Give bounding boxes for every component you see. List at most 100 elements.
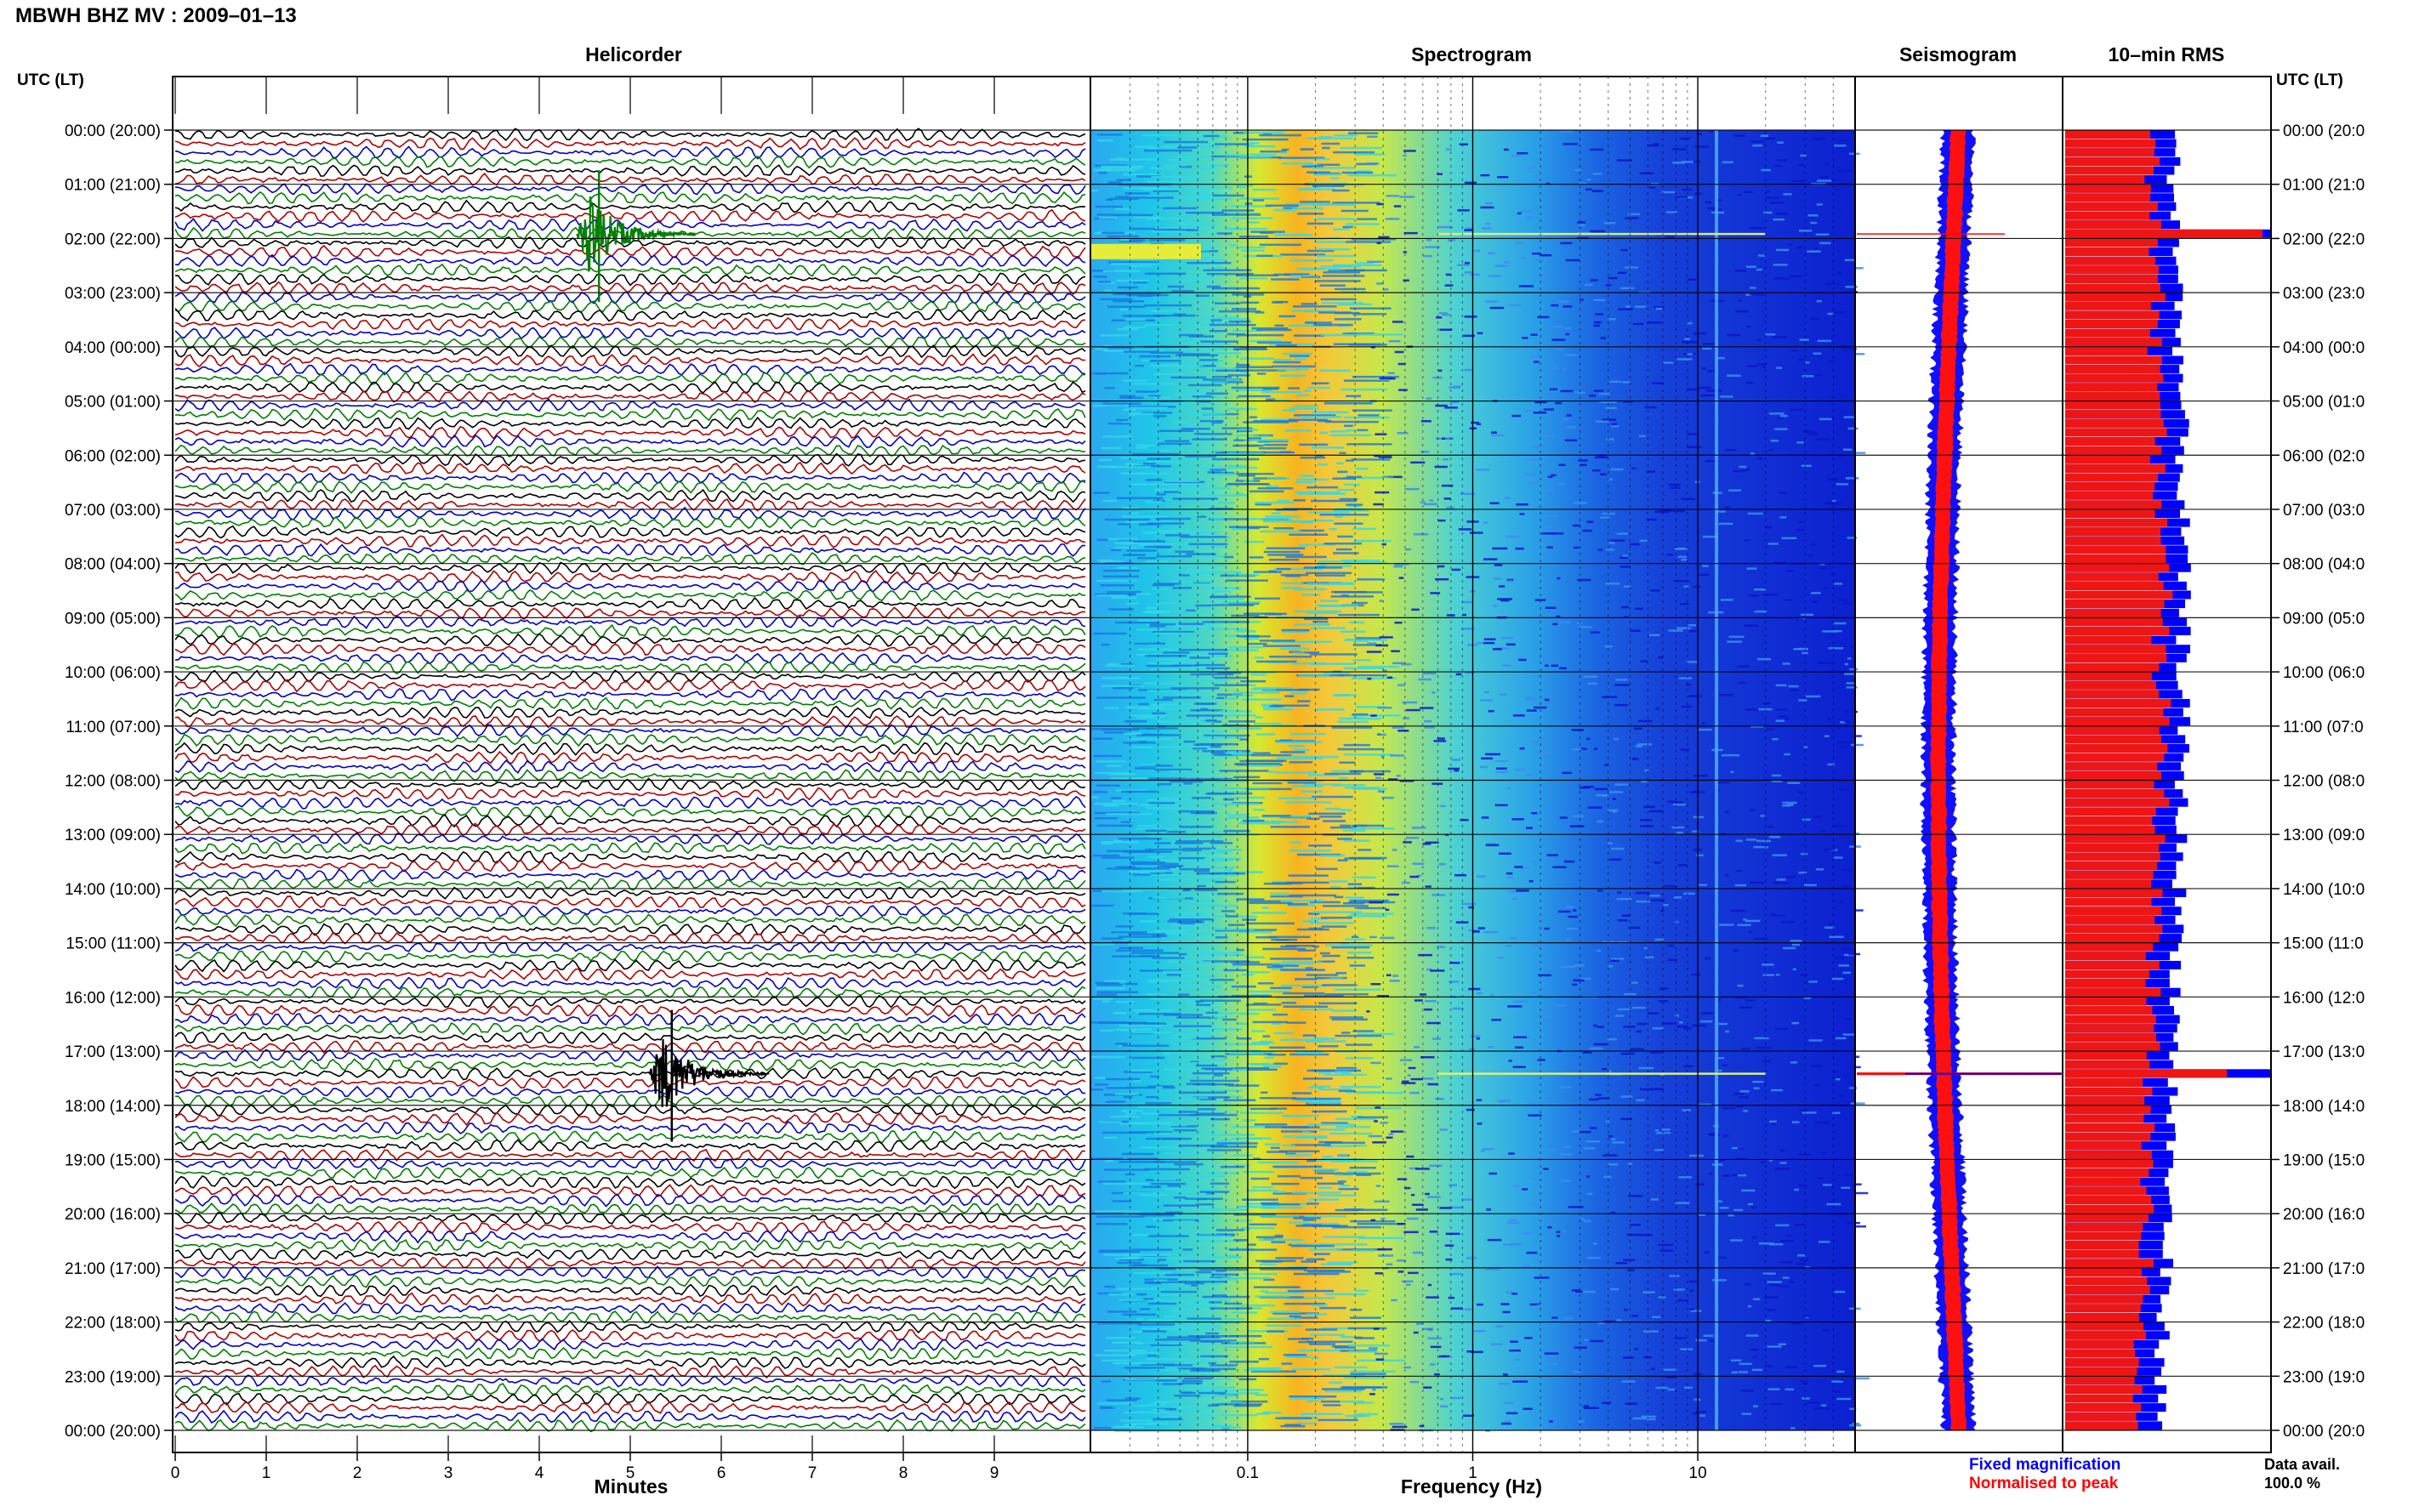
spectrogram-cell [1636,1030,1642,1033]
spectrogram-cell [1140,1194,1170,1197]
spectrogram-cell [1096,993,1118,996]
spectrogram-cell [1503,1401,1515,1404]
spectrogram-cell [1199,419,1224,423]
spectrogram-cell [1412,862,1425,865]
helicorder-trace [174,199,1086,213]
spectrogram-cell [1773,882,1789,884]
rms-bar-normalised [2065,418,2164,428]
spectrogram-cell [1185,455,1217,458]
spectrogram-cell [1390,754,1404,757]
spectrogram-cell [1409,1091,1420,1094]
spectrogram-cell [1815,233,1830,236]
spectrogram-cell [1819,242,1831,245]
spectrogram-cell [1103,1168,1149,1171]
spectrogram-cell [1200,340,1238,343]
spectrogram-cell [1244,1369,1281,1372]
spectrogram-cell [1318,463,1328,466]
spectrogram-cell [1494,264,1509,267]
spectrogram-cell [1255,936,1278,939]
spectrogram-cell [1142,463,1156,465]
spectrogram-cell [1776,248,1790,252]
spectrogram-cell [1308,780,1317,782]
spectrogram-cell [1177,213,1189,216]
spectrogram-cell [1133,1080,1141,1083]
spectrogram-cell [1402,1080,1409,1083]
rms-bar-normalised [2065,608,2161,617]
spectrogram-cell [1096,465,1116,469]
spectrogram-cell [1590,1339,1603,1343]
spectrogram-cell [1819,418,1832,421]
spectrogram-cell [1695,1183,1705,1185]
spectrogram-cell [1242,918,1256,921]
spectrogram-cell [1178,221,1204,225]
spectrogram-cell [1170,780,1204,783]
spectrogram-cell [1092,372,1129,375]
spectrogram-cell [1302,1077,1333,1080]
spectrogram-cell [1215,928,1255,930]
spectrogram-cell [1722,1134,1729,1138]
spectrogram-cell [1241,249,1265,252]
spectrogram-cell [1418,953,1432,957]
spectrogram-cell [1659,1073,1665,1077]
spectrogram-cell [1170,1408,1176,1411]
spectrogram-cell [1442,313,1450,316]
spectrogram-cell [1124,1367,1165,1369]
spectrogram-cell [1784,753,1790,756]
spectrogram-cell [1116,1287,1165,1290]
spectrogram-cell [1559,816,1568,819]
spectrogram-cell [1150,873,1186,877]
spectrogram-cell [1132,1233,1151,1236]
spectrogram-cell [1853,452,1866,454]
spectrogram-cell [1718,522,1733,526]
spectrogram-cell [1167,1185,1180,1187]
spectrogram-cell [1571,1130,1581,1133]
spectrogram-cell [1505,1412,1518,1415]
spectrogram-cell [1337,303,1373,306]
spectrogram-cell [1206,494,1248,497]
spectrogram-cell [1574,964,1585,967]
spectrogram-cell [1331,1018,1368,1021]
spectrogram-cell [1686,446,1702,448]
spectrogram-cell [1773,218,1785,221]
helicorder-trace [174,1328,1086,1343]
spectrogram-cell [1353,539,1392,543]
spectrogram-cell [1124,520,1174,524]
spectrogram-cell [1830,572,1836,575]
spectrogram-cell [1772,336,1787,338]
spectrogram-cell [1262,1411,1282,1414]
spectrogram-cell [1827,478,1839,481]
spectrogram-cell [1306,1159,1317,1162]
spectrogram-cell [1537,275,1552,277]
spectrogram-cell [1179,1199,1198,1202]
spectrogram-cell [1185,553,1216,555]
spectrogram-cell [1309,1159,1350,1162]
spectrogram-cell [1798,617,1805,620]
spectrogram-cell [1843,602,1856,605]
spectrogram-cell [1493,577,1501,580]
spectrogram-cell [1844,673,1856,675]
spectrogram-cell [1176,348,1225,350]
spectrogram-cell [1688,624,1696,627]
spectrogram-cell [1307,511,1351,514]
spectrogram-cell [1750,452,1755,455]
spectrogram-cell [1340,209,1369,213]
spectrogram-cell [1090,1157,1124,1160]
spectrogram-cell [1310,1333,1345,1336]
spectrogram-cell [1602,1401,1611,1404]
spectrogram-cell [1305,1328,1338,1331]
spectrogram-cell [1177,1367,1205,1370]
rms-bar-normalised [2065,897,2152,907]
spectrogram-cell [1164,1364,1192,1367]
spectrogram-cell [1138,1012,1181,1015]
spectrogram-cell [1319,1306,1346,1310]
spectrogram-cell [1844,662,1848,666]
spectrogram-cell [1476,1037,1480,1040]
spectrogram-cell [1318,1418,1358,1422]
spectrogram-panel [1090,77,1870,1452]
spectrogram-cell [1509,1219,1518,1221]
spectrogram-cell [1186,609,1196,612]
spectrogram-cell [1262,815,1291,817]
spectrogram-cell [1319,952,1330,955]
helicorder-trace [174,596,1086,611]
spectrogram-cell [1563,327,1571,330]
